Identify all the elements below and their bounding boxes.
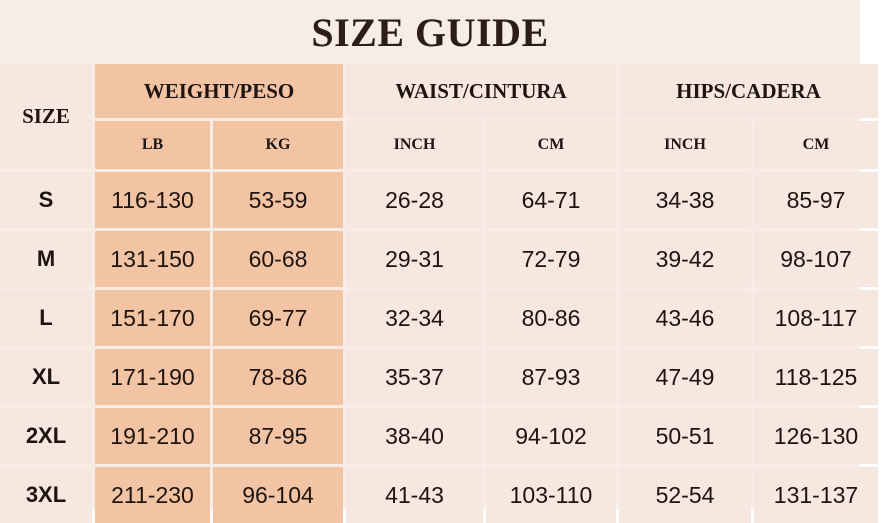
weight-kg-cell: 60-68 [213, 231, 343, 287]
weight-kg-cell: 69-77 [213, 290, 343, 346]
weight-lb-cell: 211-230 [95, 467, 210, 523]
hips-inch-cell: 52-54 [619, 467, 751, 523]
weight-column-header: WEIGHT/PESO [95, 64, 343, 118]
weight-lb-cell: 191-210 [95, 408, 210, 464]
hips-inch-cell: 47-49 [619, 349, 751, 405]
waist-inch-cell: 29-31 [346, 231, 483, 287]
waist-cm-cell: 94-102 [486, 408, 616, 464]
size-label: M [0, 231, 92, 287]
weight-kg-subheader: KG [213, 121, 343, 169]
waist-inch-cell: 26-28 [346, 172, 483, 228]
waist-cm-cell: 72-79 [486, 231, 616, 287]
hips-cm-cell: 126-130 [754, 408, 878, 464]
hips-inch-cell: 50-51 [619, 408, 751, 464]
hips-cm-cell: 131-137 [754, 467, 878, 523]
hips-column-header: HIPS/CADERA [619, 64, 878, 118]
weight-lb-cell: 131-150 [95, 231, 210, 287]
size-label: 2XL [0, 408, 92, 464]
weight-lb-cell: 151-170 [95, 290, 210, 346]
hips-inch-subheader: INCH [619, 121, 751, 169]
waist-inch-cell: 35-37 [346, 349, 483, 405]
waist-cm-cell: 64-71 [486, 172, 616, 228]
size-label: L [0, 290, 92, 346]
weight-lb-cell: 171-190 [95, 349, 210, 405]
waist-inch-subheader: INCH [346, 121, 483, 169]
size-column-header: SIZE [0, 64, 92, 169]
hips-cm-cell: 85-97 [754, 172, 878, 228]
hips-cm-cell: 118-125 [754, 349, 878, 405]
size-label: 3XL [0, 467, 92, 523]
waist-cm-subheader: CM [486, 121, 616, 169]
hips-cm-cell: 108-117 [754, 290, 878, 346]
waist-inch-cell: 32-34 [346, 290, 483, 346]
waist-cm-cell: 103-110 [486, 467, 616, 523]
weight-kg-cell: 87-95 [213, 408, 343, 464]
weight-kg-cell: 78-86 [213, 349, 343, 405]
waist-cm-cell: 87-93 [486, 349, 616, 405]
hips-inch-cell: 34-38 [619, 172, 751, 228]
hips-cm-subheader: CM [754, 121, 878, 169]
weight-lb-subheader: LB [95, 121, 210, 169]
size-label: S [0, 172, 92, 228]
weight-kg-cell: 53-59 [213, 172, 343, 228]
hips-cm-cell: 98-107 [754, 231, 878, 287]
waist-column-header: WAIST/CINTURA [346, 64, 616, 118]
waist-inch-cell: 41-43 [346, 467, 483, 523]
page-title: SIZE GUIDE [311, 10, 549, 55]
waist-inch-cell: 38-40 [346, 408, 483, 464]
weight-lb-cell: 116-130 [95, 172, 210, 228]
size-table: SIZE WEIGHT/PESO WAIST/CINTURA HIPS/CADE… [0, 64, 878, 523]
size-label: XL [0, 349, 92, 405]
waist-cm-cell: 80-86 [486, 290, 616, 346]
hips-inch-cell: 39-42 [619, 231, 751, 287]
hips-inch-cell: 43-46 [619, 290, 751, 346]
weight-kg-cell: 96-104 [213, 467, 343, 523]
